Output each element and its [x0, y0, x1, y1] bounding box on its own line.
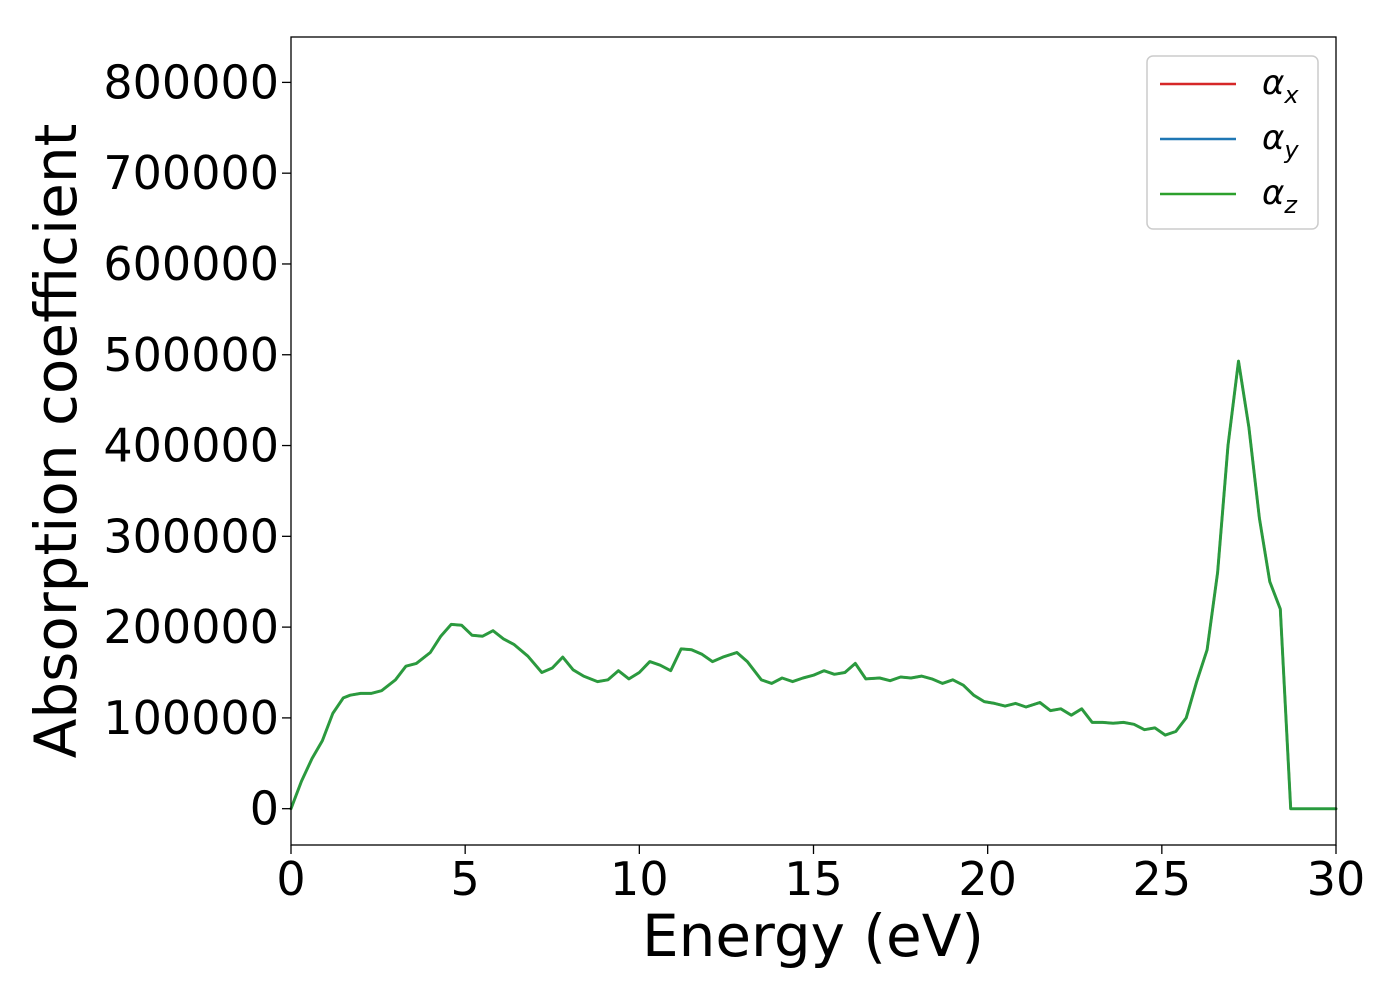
y-tick-label: 300000: [103, 509, 279, 563]
x-tick-label: 25: [1133, 852, 1192, 906]
x-axis-label: Energy (eV): [642, 902, 984, 970]
x-tick-label: 30: [1307, 852, 1366, 906]
x-tick-label: 10: [610, 852, 669, 906]
x-tick-label: 20: [958, 852, 1017, 906]
y-tick-label: 500000: [103, 328, 279, 382]
legend-label: αz: [1262, 173, 1298, 219]
y-tick-label: 200000: [103, 600, 279, 654]
legend-box: [1146, 55, 1319, 230]
y-tick-label: 400000: [103, 419, 279, 473]
series-lines: [289, 359, 1338, 811]
x-tick-label: 5: [451, 852, 480, 906]
y-tick-label: 100000: [103, 691, 279, 745]
x-tick-label: 0: [276, 852, 305, 906]
y-axis-ticks: 0 100000 200000 300000 400000 500000 600000 700…: [103, 55, 291, 836]
x-tick-label: 15: [784, 852, 843, 906]
x-axis-ticks: 0 5 10 15 20 25 30: [276, 845, 1365, 906]
legend: αx αy αz: [1146, 55, 1319, 230]
y-tick-label: 0: [250, 782, 279, 836]
y-tick-label: 800000: [103, 55, 279, 109]
y-tick-label: 600000: [103, 237, 279, 291]
series-line-alpha-z: [289, 359, 1338, 811]
legend-label: αy: [1262, 118, 1299, 164]
y-axis-label: Absorption coefficient: [22, 124, 90, 759]
legend-label: αx: [1262, 63, 1299, 109]
y-tick-label: 700000: [103, 146, 279, 200]
